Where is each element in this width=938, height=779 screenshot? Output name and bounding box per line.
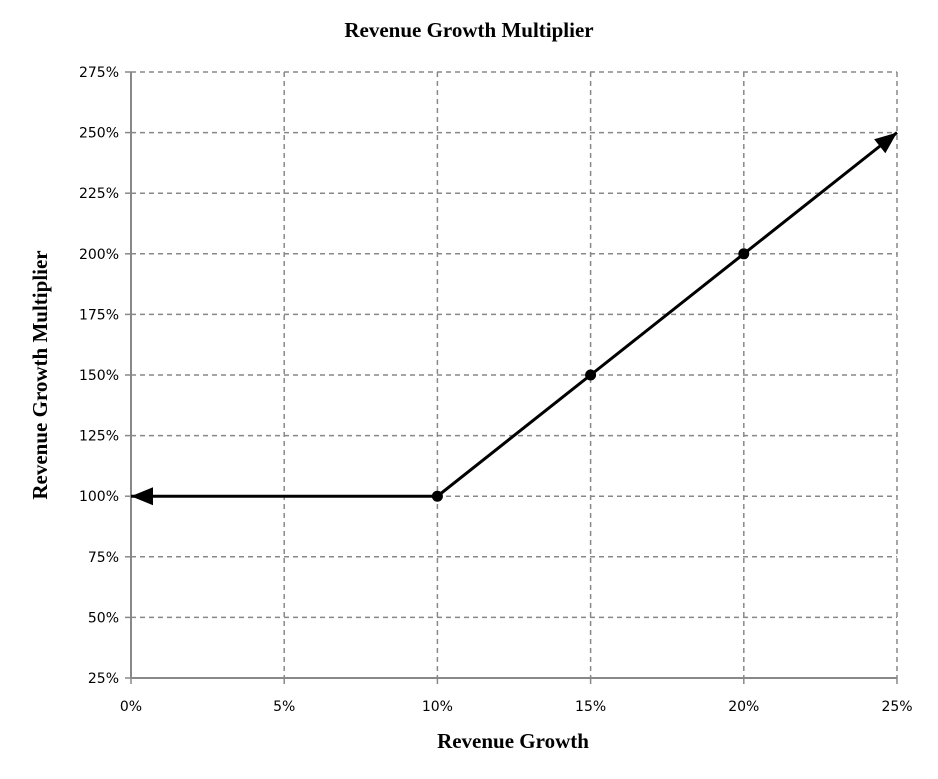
data-point — [738, 248, 750, 260]
tick-labels: 0% 5% 10% 15% 20% 25% 25% 50% 75% 100% 125% 150% 175… — [79, 65, 913, 715]
y-axis-label: Revenue Growth Multiplier — [28, 250, 52, 499]
y-tick-label: 175% — [79, 307, 119, 323]
x-tick-label: 0% — [120, 699, 142, 715]
x-tick-label: 10% — [422, 699, 453, 715]
x-tick-label: 20% — [728, 699, 759, 715]
arrowhead — [874, 132, 897, 154]
chart-title: Revenue Growth Multiplier — [344, 18, 593, 42]
x-tick-label: 15% — [575, 699, 606, 715]
y-tick-label: 25% — [88, 671, 119, 687]
grid — [131, 71, 898, 678]
y-tick-label: 225% — [79, 186, 119, 202]
y-tick-label: 200% — [79, 247, 119, 263]
data-point — [431, 490, 443, 502]
series — [131, 131, 898, 506]
x-axis-label: Revenue Growth — [437, 729, 589, 753]
arrowhead — [131, 487, 153, 506]
x-tick-label: 25% — [881, 699, 912, 715]
y-tick-label: 275% — [79, 65, 119, 81]
y-tick-label: 250% — [79, 126, 119, 142]
x-tick-label: 5% — [273, 699, 295, 715]
y-tick-label: 125% — [79, 429, 119, 445]
y-tick-label: 150% — [79, 368, 119, 384]
axes — [125, 71, 898, 684]
y-tick-label: 75% — [88, 550, 119, 566]
data-point — [585, 369, 597, 381]
y-tick-label: 50% — [88, 610, 119, 626]
y-tick-label: 100% — [79, 489, 119, 505]
